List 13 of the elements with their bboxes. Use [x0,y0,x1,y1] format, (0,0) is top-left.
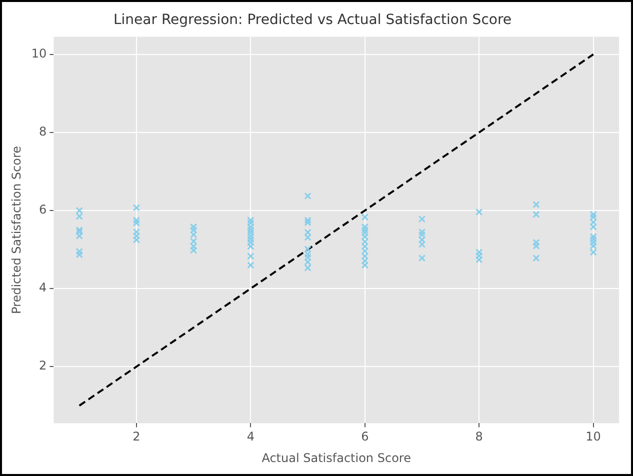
y-tick-label: 10 [31,46,47,60]
y-axis-title: Predicted Satisfaction Score [9,146,24,314]
y-tick-label: 4 [39,280,47,295]
x-tick-label: 6 [361,430,369,444]
y-tick-label: 6 [39,202,47,217]
x-tick-label: 2 [132,430,140,444]
x-tick-label: 10 [586,430,601,444]
y-tick-label: 8 [39,124,47,139]
y-tick-label: 2 [39,358,47,373]
x-axis-title: Actual Satisfaction Score [262,450,411,465]
x-tick-label: 8 [475,430,483,444]
x-tick-label: 4 [246,430,254,444]
chart-title: Linear Regression: Predicted vs Actual Satisfaction Score [113,12,512,28]
